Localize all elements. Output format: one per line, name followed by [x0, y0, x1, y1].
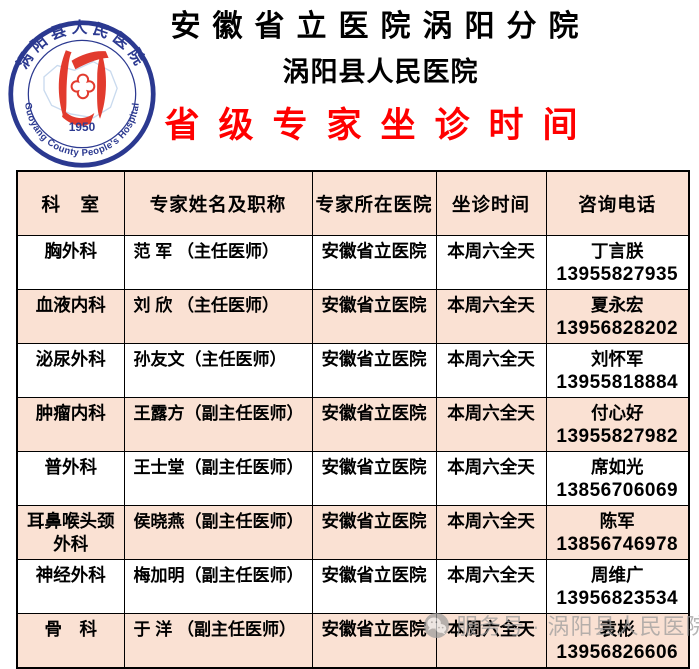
logo-inner-ring [27, 39, 137, 149]
logo-year: 1950 [69, 120, 96, 134]
contact-phone: 13955818884 [556, 372, 679, 393]
contact-phone: 13856746978 [556, 534, 679, 555]
dept-cell: 泌尿外科 [16, 343, 125, 398]
dept-cell: 骨 科 [16, 613, 125, 669]
table-row: 肿瘤内科 王露方（副主任医师） 安徽省立医院 本周六全天 付心好 1395582… [16, 397, 690, 452]
table-row: 泌尿外科 孙友文（主任医师） 安徽省立医院 本周六全天 刘怀军 13955818… [16, 343, 690, 398]
contact-cell: 陈军 13856746978 [545, 505, 690, 560]
expert-cell: 范 军 （主任医师） [123, 235, 313, 290]
logo-emblem-icon [58, 50, 109, 126]
contact-name: 刘怀军 [591, 349, 644, 369]
expert-cell: 梅加明（副主任医师） [123, 559, 313, 614]
contact-cell: 刘怀军 13955818884 [545, 343, 690, 398]
hospital-cell: 安徽省立医院 [311, 397, 437, 452]
wechat-watermark: 服务号 · 涡阳县人民医院 [423, 609, 699, 641]
contact-cell: 付心好 13955827982 [545, 397, 690, 452]
table-row: 血液内科 刘 欣 （主任医师） 安徽省立医院 本周六全天 夏永宏 1395682… [16, 289, 690, 344]
time-cell: 本周六全天 [435, 343, 547, 398]
dept-cell: 肿瘤内科 [16, 397, 125, 452]
watermark-label: 服务号 · 涡阳县人民医院 [456, 614, 699, 639]
time-cell: 本周六全天 [435, 505, 547, 560]
col-header-expert: 专家姓名及职称 [123, 170, 313, 236]
logo-cross-icon [70, 73, 96, 100]
hospital-cell: 安徽省立医院 [311, 451, 437, 506]
contact-cell: 席如光 13856706069 [545, 451, 690, 506]
contact-phone: 13956826606 [556, 642, 679, 663]
col-header-hospital: 专家所在医院 [311, 170, 437, 236]
hospital-cell: 安徽省立医院 [311, 613, 437, 669]
col-header-time: 坐诊时间 [435, 170, 547, 236]
contact-name: 付心好 [591, 403, 644, 423]
contact-phone: 13956828202 [556, 318, 679, 339]
table-row: 普外科 王士堂（副主任医师） 安徽省立医院 本周六全天 席如光 13856706… [16, 451, 690, 506]
expert-cell: 于 洋 （副主任医师） [123, 613, 313, 669]
time-cell: 本周六全天 [435, 235, 547, 290]
time-cell: 本周六全天 [435, 559, 547, 614]
hospital-cell: 安徽省立医院 [311, 343, 437, 398]
contact-phone: 13856706069 [556, 480, 679, 501]
logo-map-outline [43, 60, 118, 119]
dept-cell: 血液内科 [16, 289, 125, 344]
hospital-logo: 涡阳县人民医院 1950 Guoyang County People's Hos… [8, 19, 156, 168]
expert-cell: 王士堂（副主任医师） [123, 451, 313, 506]
contact-cell: 夏永宏 13956828202 [545, 289, 690, 344]
wechat-icon [423, 612, 450, 638]
contact-phone: 13956823534 [556, 588, 679, 609]
contact-name: 周维广 [591, 565, 644, 585]
table-row: 神经外科 梅加明（副主任医师） 安徽省立医院 本周六全天 周维广 1395682… [16, 559, 690, 614]
table-row: 耳鼻喉头颈外科 侯晓燕（副主任医师） 安徽省立医院 本周六全天 陈军 13856… [16, 505, 690, 560]
col-header-phone: 咨询电话 [545, 170, 690, 236]
schedule-table-wrap: 科 室 专家姓名及职称 专家所在医院 坐诊时间 咨询电话 胸外科 范 军 （主任… [16, 170, 690, 669]
hospital-cell: 安徽省立医院 [311, 505, 437, 560]
expert-cell: 刘 欣 （主任医师） [123, 289, 313, 344]
hospital-title: 涡阳县人民医院 [282, 57, 479, 87]
hospital-cell: 安徽省立医院 [311, 235, 437, 290]
contact-name: 夏永宏 [591, 295, 644, 315]
contact-phone: 13955827935 [556, 264, 679, 285]
header: 涡阳县人民医院 1950 Guoyang County People's Hos… [0, 0, 699, 170]
contact-cell: 周维广 13956823534 [545, 559, 690, 614]
schedule-title: 省级专家坐诊时间 [164, 106, 597, 145]
contact-phone: 13955827982 [556, 426, 679, 447]
dept-cell: 神经外科 [16, 559, 125, 614]
contact-name: 席如光 [591, 457, 644, 477]
dept-cell: 胸外科 [16, 235, 125, 290]
contact-name: 丁言朕 [591, 241, 644, 261]
table-header-row: 科 室 专家姓名及职称 专家所在医院 坐诊时间 咨询电话 [16, 170, 690, 236]
contact-name: 袁彬 [599, 619, 635, 639]
expert-cell: 侯晓燕（副主任医师） [123, 505, 313, 560]
table-row: 胸外科 范 军 （主任医师） 安徽省立医院 本周六全天 丁言朕 13955827… [16, 235, 690, 290]
dept-cell: 耳鼻喉头颈外科 [16, 505, 125, 560]
time-cell: 本周六全天 [435, 397, 547, 452]
title-block: 安徽省立医院涡阳分院 涡阳县人民医院 省级专家坐诊时间 [0, 0, 699, 146]
expert-cell: 王露方（副主任医师） [123, 397, 313, 452]
contact-cell: 丁言朕 13955827935 [545, 235, 690, 290]
hospital-cell: 安徽省立医院 [311, 289, 437, 344]
time-cell: 本周六全天 [435, 289, 547, 344]
hospital-cell: 安徽省立医院 [311, 559, 437, 614]
contact-name: 陈军 [599, 511, 635, 531]
branch-title: 安徽省立医院涡阳分院 [170, 10, 591, 43]
dept-cell: 普外科 [16, 451, 125, 506]
col-header-dept: 科 室 [16, 170, 125, 236]
schedule-table: 科 室 专家姓名及职称 专家所在医院 坐诊时间 咨询电话 胸外科 范 军 （主任… [16, 170, 690, 669]
expert-cell: 孙友文（主任医师） [123, 343, 313, 398]
time-cell: 本周六全天 [435, 451, 547, 506]
